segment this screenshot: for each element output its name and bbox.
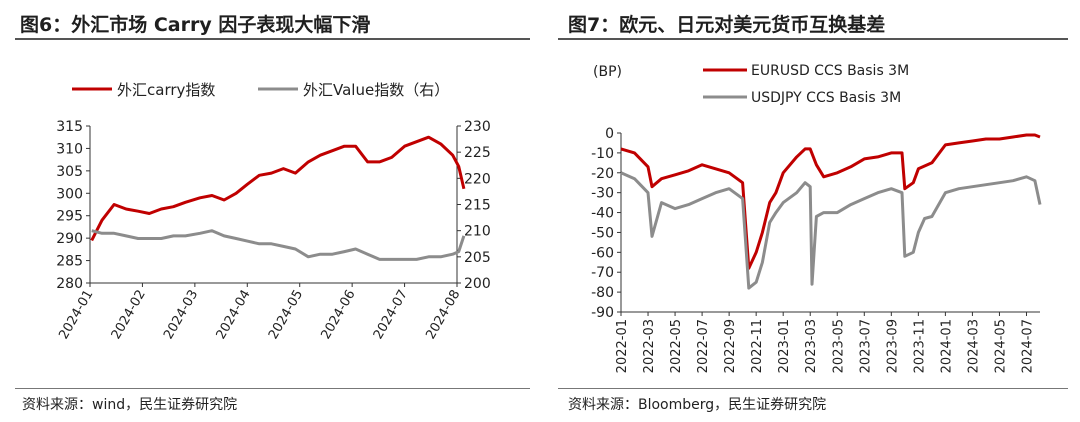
chart2-y-tick-label: -60 [591,245,614,261]
y-left-tick-label: 305 [56,164,83,180]
chart2-legend-label-1: EURUSD CCS Basis 3M [751,63,909,79]
x-tick-label: 2024-02 [109,288,149,343]
y-left-tick-label: 290 [56,231,83,247]
chart2-y-tick-label: -40 [591,206,614,222]
panel-title-left: 图6：外汇市场 Carry 因子表现大幅下滑 [20,14,371,36]
y-right-tick-label: 225 [464,145,491,161]
y-right-tick-label: 220 [464,171,491,187]
y-left-tick-label: 295 [56,209,83,225]
y-left-tick-label: 285 [56,254,83,270]
source-note-right: 资料来源：Bloomberg，民生证券研究院 [568,397,827,413]
series-line-2 [91,229,466,261]
chart2-y-tick-label: -90 [591,305,614,321]
chart2-x-tick-label: 2022-11 [750,319,765,373]
x-tick-label: 2024-05 [266,288,306,343]
chart2-unit-label: (BP) [593,64,622,80]
legend-label-2: 外汇Value指数（右） [303,81,449,99]
chart2-x-tick-label: 2023-07 [858,319,873,373]
x-tick-label: 2024-01 [56,288,96,343]
y-right-tick-label: 215 [464,198,491,214]
chart2-y-tick-label: -50 [591,225,614,241]
x-tick-label: 2024-06 [318,288,358,343]
x-tick-label: 2024-04 [214,288,254,343]
x-tick-label: 2024-07 [371,288,411,343]
chart2-y-tick-label: -70 [591,265,614,281]
chart2-series-line-2 [620,171,1042,290]
y-right-tick-label: 230 [464,119,491,135]
source-rule-left [15,388,530,389]
y-right-tick-label: 200 [464,276,491,292]
y-left-tick-label: 280 [56,276,83,292]
title-rule-right [558,38,1068,40]
chart2-x-tick-label: 2023-05 [831,319,846,373]
chart2-x-tick-label: 2022-05 [669,319,684,373]
chart2-x-tick-label: 2024-03 [966,319,981,373]
chart2-y-tick-label: -10 [591,146,614,162]
chart2-y-tick-label: -80 [591,285,614,301]
chart2-x-tick-label: 2023-11 [912,319,927,373]
chart2-legend-label-2: USDJPY CCS Basis 3M [751,90,901,106]
chart2-x-tick-label: 2023-03 [804,319,819,373]
chart2-x-tick-label: 2023-01 [777,319,792,373]
chart2-x-tick-label: 2023-09 [885,319,900,373]
chart2-x-tick-label: 2024-07 [1020,319,1035,373]
y-left-tick-label: 310 [56,141,83,157]
y-left-tick-label: 300 [56,186,83,202]
chart2-x-tick-label: 2022-01 [615,319,630,373]
chart2-x-tick-label: 2024-01 [939,319,954,373]
chart2-x-tick-label: 2024-05 [993,319,1008,373]
chart2-series-line-1 [620,133,1041,270]
chart2-y-tick-label: -20 [591,166,614,182]
legend-label-1: 外汇carry指数 [117,81,215,99]
chart2-y-tick-label: -30 [591,186,614,202]
series-line-1 [90,135,466,242]
chart2-x-tick-label: 2022-03 [642,319,657,373]
y-left-tick-label: 315 [56,119,83,135]
chart2-x-tick-label: 2022-07 [696,319,711,373]
source-note-left: 资料来源：wind，民生证券研究院 [22,397,238,413]
title-rule-left [15,38,530,40]
panel-title-right: 图7：欧元、日元对美元货币互换基差 [568,14,886,36]
x-tick-label: 2024-03 [161,288,201,343]
chart2-y-tick-label: 0 [605,126,614,142]
source-rule-right [558,388,1068,389]
y-right-tick-label: 210 [464,224,491,240]
chart2-x-tick-label: 2022-09 [723,319,738,373]
y-right-tick-label: 205 [464,250,491,266]
x-tick-label: 2024-08 [423,288,463,343]
